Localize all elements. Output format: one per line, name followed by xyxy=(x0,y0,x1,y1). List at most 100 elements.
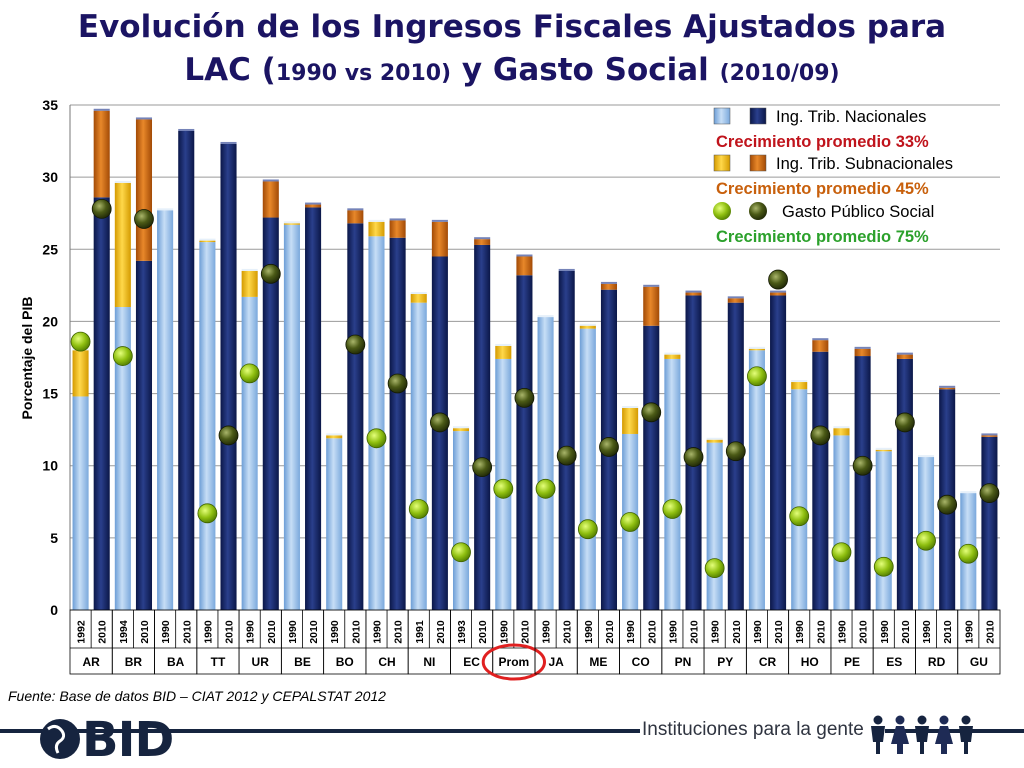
bar-cap xyxy=(833,426,850,429)
legend-swatch-gasto-2010 xyxy=(749,202,767,220)
bar-nacional xyxy=(579,328,596,610)
bar-cap xyxy=(558,268,575,271)
x-group-label: UR xyxy=(252,655,270,669)
bar-nacional xyxy=(643,325,660,610)
bar-cap xyxy=(368,219,385,222)
legend-label: Gasto Público Social xyxy=(782,203,934,221)
bar-cap xyxy=(685,290,702,293)
gasto-marker xyxy=(641,402,662,423)
bar-subnacional xyxy=(410,294,427,303)
bar-subnacional xyxy=(305,204,322,208)
bar-subnacional xyxy=(685,292,702,296)
bar-nacional xyxy=(516,275,533,610)
bar-cap xyxy=(495,343,512,346)
gasto-marker xyxy=(451,542,471,563)
legend: Ing. Trib. Nacionales Crecimiento promedi… xyxy=(713,107,953,246)
bar-cap xyxy=(537,315,554,318)
gasto-marker xyxy=(112,346,133,366)
x-tick-year: 1990 xyxy=(963,620,975,644)
x-tick-year: 1994 xyxy=(118,620,130,644)
x-group-label: CH xyxy=(378,655,395,669)
x-tick-year: 2010 xyxy=(646,620,658,644)
bar-subnacional xyxy=(981,435,998,437)
bar-cap xyxy=(706,437,723,440)
x-group-label: PN xyxy=(675,655,692,669)
bar-subnacional xyxy=(748,348,765,351)
y-axis-title: Porcentaje del PIB xyxy=(19,297,35,420)
bar-subnacional xyxy=(135,119,153,261)
x-group-label: Prom xyxy=(499,655,530,669)
bar-cap xyxy=(326,433,343,436)
x-group-label: RD xyxy=(928,655,946,669)
title-line-1: Evolución de los Ingresos Fiscales Ajust… xyxy=(77,9,947,45)
bar-nacional xyxy=(474,244,491,610)
x-tick-year: 1993 xyxy=(456,620,468,644)
x-tick-year: 2010 xyxy=(942,620,954,644)
x-tick-year: 2010 xyxy=(773,620,785,644)
gasto-marker xyxy=(134,209,154,229)
chart-title: Evolución de los Ingresos Fiscales Ajust… xyxy=(0,6,1024,96)
highlight-ellipse xyxy=(481,643,547,681)
bid-logo-text: BID xyxy=(82,712,174,768)
x-tick-year: 1992 xyxy=(76,620,88,644)
bar-nacional xyxy=(664,358,681,610)
x-tick-year: 2010 xyxy=(562,620,574,644)
bar-nacional xyxy=(262,217,279,611)
bar-subnacional xyxy=(770,292,787,296)
bar-nacional xyxy=(875,451,892,610)
x-tick-year: 1990 xyxy=(498,620,510,644)
gasto-marker xyxy=(873,556,894,577)
bar-cap xyxy=(600,281,618,284)
gasto-marker xyxy=(429,412,450,433)
bar-nacional xyxy=(854,356,871,610)
legend-swatch-2010 xyxy=(749,107,767,125)
bar-nacional xyxy=(305,207,322,610)
x-group-label: BO xyxy=(336,655,354,669)
x-tick-year: 2010 xyxy=(308,620,320,644)
stacked-bar-chart: 0 5 10 15 20 25 30 35 1992 2010 AR 1994 2010 BR 1990 20… xyxy=(19,97,1001,681)
title-part-lac: LAC ( xyxy=(184,52,276,88)
bar-nacional xyxy=(347,223,364,611)
bar-nacional xyxy=(199,242,216,611)
person-body-icon xyxy=(915,726,929,754)
x-tick-year: 1990 xyxy=(329,620,341,644)
bar-subnacional xyxy=(389,220,406,238)
bar-subnacional xyxy=(833,428,850,436)
bar-cap xyxy=(791,380,808,383)
bar-cap xyxy=(748,346,765,349)
x-tick-year: 1990 xyxy=(202,620,214,644)
x-group-label: HO xyxy=(801,655,819,669)
bar-subnacional xyxy=(939,387,956,390)
bar-nacional xyxy=(706,442,723,610)
bar-subnacional xyxy=(72,350,89,397)
gasto-marker xyxy=(683,447,704,467)
bar-nacional xyxy=(157,210,174,611)
x-group-label: GU xyxy=(970,655,988,669)
bar-nacional xyxy=(537,317,554,610)
bar-subnacional xyxy=(812,340,829,352)
bar-nacional xyxy=(241,296,258,610)
x-tick-year: 1990 xyxy=(921,620,933,644)
bar-cap xyxy=(474,237,491,240)
legend-swatch-2010 xyxy=(749,154,767,172)
bar-subnacional xyxy=(791,382,808,390)
person-body-icon xyxy=(871,726,885,754)
y-tick-label: 15 xyxy=(42,386,58,402)
gasto-marker xyxy=(514,387,535,408)
x-group-label: NI xyxy=(423,655,435,669)
gasto-marker xyxy=(345,334,366,355)
gasto-marker xyxy=(577,519,598,540)
gasto-marker xyxy=(768,269,788,290)
axes: 0 5 10 15 20 25 30 35 1992 2010 AR 1994 2010 BR 1990 20… xyxy=(42,97,1001,681)
bar-nacional xyxy=(452,431,470,610)
x-group-label: EC xyxy=(463,655,480,669)
bar-cap xyxy=(939,385,956,388)
x-tick-year: 1990 xyxy=(794,620,806,644)
person-head-icon xyxy=(939,715,949,725)
legend-label: Ing. Trib. Nacionales xyxy=(776,108,926,126)
person-body-icon xyxy=(891,726,909,754)
bar-cap xyxy=(347,208,364,211)
bar-nacional xyxy=(389,237,406,610)
bar-cap xyxy=(917,455,935,458)
bar-nacional xyxy=(178,130,195,610)
